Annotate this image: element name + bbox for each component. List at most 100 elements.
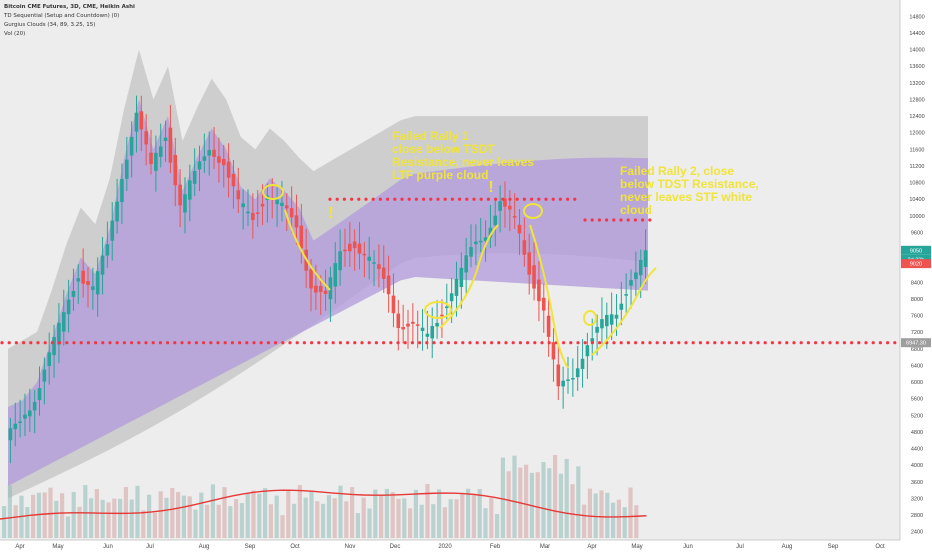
volume-bar	[477, 489, 482, 538]
candle-body	[192, 171, 197, 184]
volume-bar	[547, 468, 552, 538]
volume-bar	[437, 489, 442, 538]
volume-bar	[147, 494, 152, 538]
tdst-dot	[590, 341, 595, 345]
candle-body	[391, 295, 396, 314]
tdst-dot	[328, 197, 332, 201]
candle-body	[202, 156, 207, 161]
tdst-dot	[324, 341, 328, 345]
candle-body	[372, 262, 376, 264]
x-tick-label: Sep	[828, 544, 839, 550]
tdst-dot	[446, 341, 450, 345]
candle-body	[619, 303, 624, 310]
tdst-dot	[36, 341, 40, 345]
volume-bar	[582, 504, 587, 538]
tdst-dot	[400, 197, 404, 201]
y-tick-label: 6000	[911, 380, 923, 386]
tdst-dot	[259, 341, 263, 345]
tdst-dot	[58, 341, 62, 345]
arrow-down-1	[284, 209, 331, 291]
candle-body	[328, 277, 333, 300]
volume-bar	[402, 498, 407, 538]
y-tick-label: 10400	[909, 197, 924, 203]
annotation-line: close below TSDT	[392, 142, 495, 156]
circle-mark	[262, 184, 284, 200]
candle-body	[454, 278, 459, 296]
volume-bar	[36, 492, 41, 538]
tdst-dot	[558, 197, 563, 201]
volume-bar	[234, 499, 239, 538]
tdst-dot	[414, 197, 418, 201]
tdst-dot	[698, 341, 703, 345]
price-tag-current-bg	[901, 245, 931, 255]
volume-bar	[622, 507, 627, 538]
y-tick-label: 4400	[911, 447, 923, 453]
tdst-dot	[230, 341, 234, 345]
tdst-dot	[410, 341, 414, 345]
x-tick-label: 2020	[438, 544, 452, 550]
volume-bar	[564, 458, 569, 538]
tdst-dot	[374, 341, 378, 345]
volume-bar	[176, 492, 181, 538]
volume-bar	[408, 508, 413, 538]
volume-bar	[48, 487, 53, 538]
volume-bar	[396, 498, 401, 538]
candle-body	[37, 388, 42, 401]
volume-bar	[483, 508, 488, 538]
tdst-dot	[508, 197, 512, 201]
y-tick-label: 12400	[909, 114, 924, 120]
volume-bar	[495, 513, 500, 538]
tdst-dot	[511, 341, 515, 345]
x-tick-label: Jul	[146, 544, 154, 550]
candle-body	[323, 290, 328, 294]
tdst-dot	[486, 197, 490, 201]
x-tick-label: Jun	[683, 544, 693, 550]
volume-bar	[251, 490, 256, 538]
x-tick-label: Jun	[103, 544, 113, 550]
tdst-dot	[655, 341, 659, 345]
candle-body	[81, 270, 85, 284]
tdst-dot	[371, 197, 375, 201]
volume-bar	[118, 498, 123, 538]
y-tick-label: 3200	[911, 496, 923, 502]
tdst-dot	[475, 341, 479, 345]
tdst-resistance-2	[583, 218, 652, 222]
tdst-dot	[501, 197, 505, 201]
tdst-dot	[504, 341, 508, 345]
tdst-dot	[497, 341, 501, 345]
x-tick-label: Jul	[736, 544, 744, 550]
candle-body	[532, 265, 536, 289]
candle-body	[188, 180, 192, 200]
volume-bar	[587, 488, 592, 538]
annotation-line: Failed Rally 1	[392, 129, 469, 143]
candle-body	[76, 278, 81, 282]
tdst-dot	[158, 341, 162, 345]
volume-bar	[170, 487, 175, 538]
candle-body	[503, 198, 507, 207]
candle-body	[120, 179, 124, 203]
candle-body	[32, 401, 37, 411]
tdst-dot	[583, 341, 587, 345]
candle-body	[158, 146, 163, 157]
candle-body	[561, 380, 565, 387]
volume-bar	[210, 484, 215, 538]
tdst-dot	[425, 341, 429, 345]
candle-body	[42, 369, 47, 382]
price-tag-secondary-bg	[901, 259, 931, 269]
tdst-dot	[648, 341, 652, 345]
candle-body	[260, 203, 265, 207]
tdst-dot	[533, 341, 537, 345]
tdst-resistance-1	[328, 197, 577, 201]
tdst-dot	[393, 197, 397, 201]
y-tick-label: 8000	[911, 297, 923, 303]
candle-body	[629, 280, 633, 286]
price-axis	[900, 0, 932, 550]
y-tick-label: 14800	[909, 14, 924, 20]
volume-bar	[553, 454, 558, 538]
tdst-dot	[526, 341, 530, 345]
tdst-dot	[115, 341, 119, 345]
candle-body	[522, 240, 527, 255]
tdst-dot	[544, 197, 548, 201]
tdst-dot	[353, 341, 357, 345]
volume-bar	[390, 492, 395, 538]
